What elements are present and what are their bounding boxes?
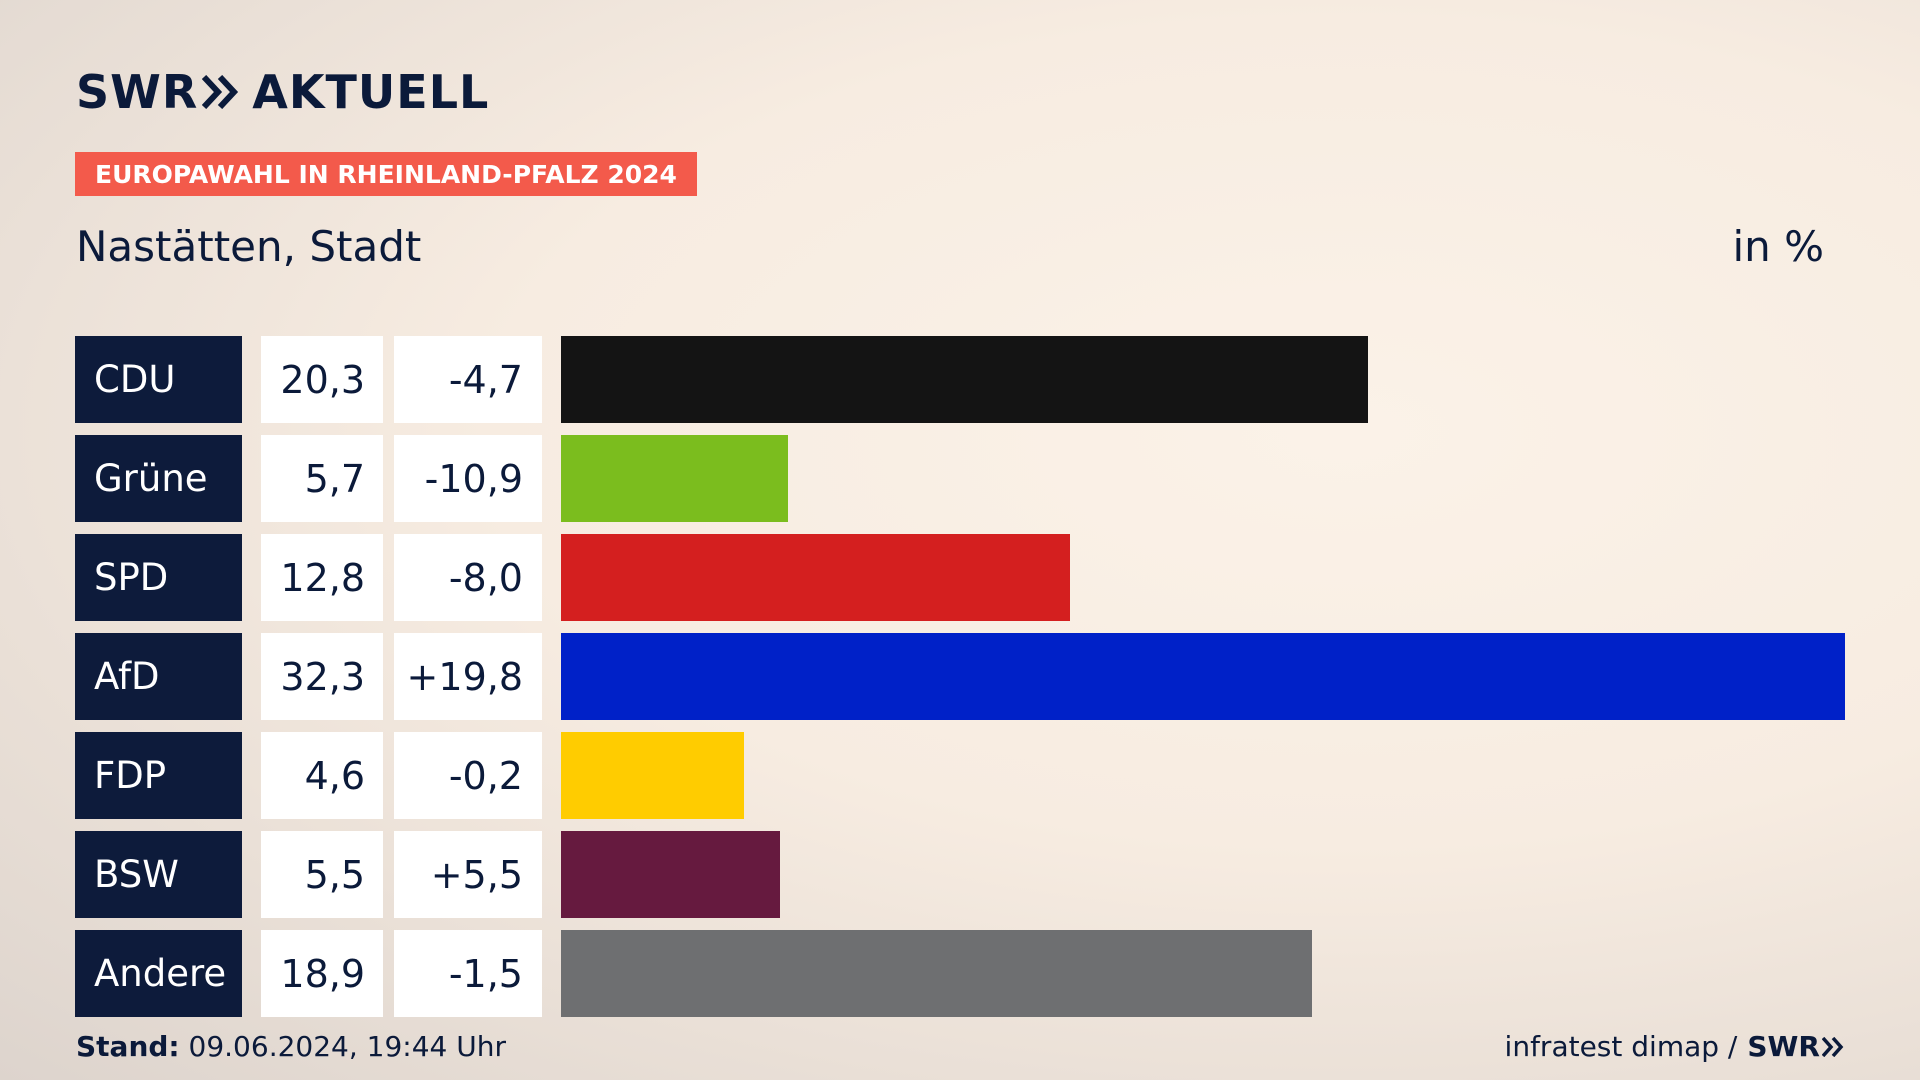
result-bar (561, 831, 780, 918)
timestamp: Stand: 09.06.2024, 19:44 Uhr (76, 1030, 506, 1063)
result-row: CDU 20,3 -4,7 (75, 336, 1845, 423)
double-chevron-icon (1822, 1036, 1844, 1057)
party-label: BSW (75, 831, 242, 918)
change-value: -8,0 (394, 534, 542, 621)
source-text: infratest dimap / (1504, 1030, 1738, 1063)
swr-small-logo: SWR (1747, 1030, 1844, 1063)
change-value: -1,5 (394, 930, 542, 1017)
result-row: SPD 12,8 -8,0 (75, 534, 1845, 621)
vote-share-value: 5,7 (261, 435, 383, 522)
party-label: AfD (75, 633, 242, 720)
party-label: FDP (75, 732, 242, 819)
result-row: BSW 5,5 +5,5 (75, 831, 1845, 918)
vote-share-value: 18,9 (261, 930, 383, 1017)
double-chevron-icon (202, 75, 239, 109)
party-label: CDU (75, 336, 242, 423)
party-label: Andere (75, 930, 242, 1017)
result-bar (561, 534, 1070, 621)
vote-share-value: 12,8 (261, 534, 383, 621)
brand-name: SWR (76, 65, 199, 119)
result-row: FDP 4,6 -0,2 (75, 732, 1845, 819)
result-bar (561, 732, 744, 819)
stand-label: Stand: (76, 1030, 180, 1063)
result-bar (561, 633, 1845, 720)
result-row: Andere 18,9 -1,5 (75, 930, 1845, 1017)
party-label: SPD (75, 534, 242, 621)
result-row: AfD 32,3 +19,8 (75, 633, 1845, 720)
source-credit: infratest dimap / SWR (1505, 1030, 1844, 1063)
vote-share-value: 4,6 (261, 732, 383, 819)
result-bar (561, 336, 1368, 423)
change-value: +5,5 (394, 831, 542, 918)
change-value: +19,8 (394, 633, 542, 720)
change-value: -4,7 (394, 336, 542, 423)
stand-value: 09.06.2024, 19:44 Uhr (188, 1030, 506, 1063)
brand-product: AKTUELL (252, 65, 490, 119)
result-bar (561, 435, 788, 522)
vote-share-value: 32,3 (261, 633, 383, 720)
change-value: -10,9 (394, 435, 542, 522)
unit-label: in % (1732, 222, 1824, 271)
source-logo-text: SWR (1747, 1030, 1820, 1063)
result-bar (561, 930, 1312, 1017)
result-row: Grüne 5,7 -10,9 (75, 435, 1845, 522)
election-tag: EUROPAWAHL IN RHEINLAND-PFALZ 2024 (75, 152, 697, 196)
swr-aktuell-logo: SWR AKTUELL (76, 68, 489, 116)
vote-share-value: 20,3 (261, 336, 383, 423)
change-value: -0,2 (394, 732, 542, 819)
vote-share-value: 5,5 (261, 831, 383, 918)
page-title: Nastätten, Stadt (76, 222, 422, 271)
party-label: Grüne (75, 435, 242, 522)
